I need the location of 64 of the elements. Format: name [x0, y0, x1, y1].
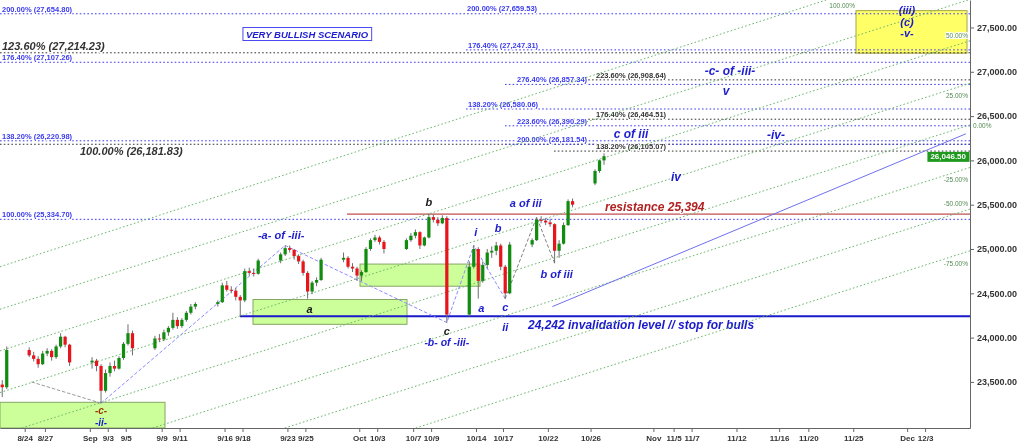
x-tick-label: 11/12	[727, 433, 748, 443]
annotation: b	[494, 221, 502, 234]
y-tick-label: 26,000.00	[977, 155, 1018, 166]
annotation: b	[425, 195, 433, 208]
annotation: ii	[502, 320, 510, 333]
x-tick-label: 10/14	[466, 433, 488, 443]
ref-line-label: resistance 25,394	[605, 200, 705, 215]
x-tick-label: Oct	[353, 433, 367, 443]
ref-line-label: 100.00% (26,181.83)	[80, 145, 184, 158]
x-tick-label: 9/18	[235, 433, 252, 443]
x-tick-label: 9/16	[217, 433, 234, 443]
ref-line-label: 123.60% (27,214.23)	[2, 40, 106, 53]
x-tick-label: 8/27	[37, 433, 54, 443]
x-tick-label: 11/25	[843, 433, 865, 443]
x-tick-label: 10/9	[423, 433, 440, 443]
ref-line-label: 24,242 invalidation level // stop for bulls	[527, 318, 755, 333]
y-tick-label: 24,000.00	[977, 332, 1018, 343]
x-tick-label: 10/7	[405, 433, 422, 443]
annotation: -c- of -iii-	[704, 64, 756, 78]
annotation: a of iii	[509, 197, 543, 210]
x-tick-label: 11/5	[666, 433, 683, 443]
annotation: -c-	[94, 404, 108, 416]
annotation: v	[722, 84, 731, 98]
y-tick-label: 27,000.00	[977, 67, 1018, 78]
annotation: -ii-	[94, 416, 108, 428]
annotation: (iii)	[898, 4, 916, 16]
x-tick-label: 10/17	[493, 433, 515, 443]
x-tick-label: 10/22	[538, 433, 559, 443]
annotation: a	[306, 302, 313, 315]
annotation: b of iii	[540, 268, 574, 281]
y-tick-label: 26,500.00	[977, 111, 1018, 122]
y-tick-label: 24,500.00	[977, 288, 1018, 299]
x-tick-label: Dec	[900, 433, 916, 443]
x-tick-label: Sep	[82, 433, 98, 443]
annotation: c of iii	[613, 127, 649, 141]
x-tick-label: Nov	[646, 433, 662, 443]
annotation: -b- of -iii-	[424, 336, 470, 349]
annotation: a	[478, 301, 485, 314]
annotation: iv	[670, 170, 683, 184]
x-tick-label: 9/3	[102, 433, 115, 443]
annotation: -a- of -iii-	[257, 228, 305, 241]
x-tick-label: 10/3	[369, 433, 387, 443]
x-tick-label: 8/24	[17, 433, 34, 443]
annotation: i	[474, 226, 479, 239]
annotation: -iv-	[767, 128, 785, 142]
x-tick-label: 11/16	[769, 433, 790, 443]
x-tick-label: 9/23	[280, 433, 297, 443]
x-tick-label: 9/25	[298, 433, 315, 443]
annotation: (c)	[900, 16, 915, 28]
x-tick-label: 11/20	[799, 433, 820, 443]
x-tick-label: 9/5	[120, 433, 133, 443]
y-tick-label: 27,500.00	[977, 22, 1018, 33]
annotation: -v-	[900, 27, 915, 39]
x-tick-label: 10/26	[581, 433, 602, 443]
x-tick-label: 11/7	[684, 433, 701, 443]
annotation: c	[443, 324, 450, 337]
y-tick-label: 25,500.00	[977, 200, 1018, 211]
y-tick-label: 25,000.00	[977, 244, 1018, 255]
x-tick-label: 12/3	[917, 433, 934, 443]
text: VERY BULLISH SCENARIO	[245, 28, 369, 40]
annotation: c	[502, 300, 509, 313]
x-tick-label: 9/9	[156, 433, 169, 443]
x-tick-label: 9/11	[172, 433, 189, 443]
y-tick-label: 23,500.00	[977, 377, 1018, 388]
